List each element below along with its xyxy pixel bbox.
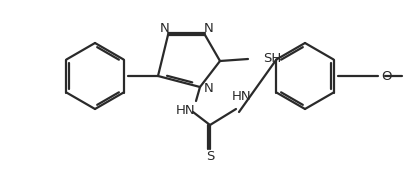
Text: SH: SH bbox=[263, 51, 281, 64]
Text: HN: HN bbox=[232, 89, 252, 102]
Text: N: N bbox=[204, 82, 214, 95]
Text: S: S bbox=[206, 149, 214, 162]
Text: N: N bbox=[160, 22, 170, 35]
Text: HN: HN bbox=[176, 103, 196, 116]
Text: N: N bbox=[204, 22, 214, 35]
Text: O: O bbox=[382, 69, 392, 82]
